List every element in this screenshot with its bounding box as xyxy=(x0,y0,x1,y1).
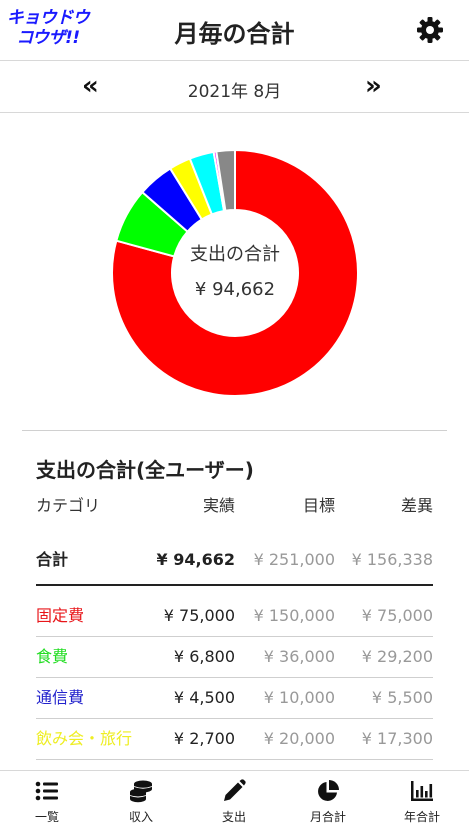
nav-label: 年合計 xyxy=(403,810,440,824)
logo-line-1: キョウドウ xyxy=(6,8,90,28)
table-row[interactable]: 通信費 ¥ 4,500 ¥ 10,000 ¥ 5,500 xyxy=(36,678,433,719)
app-header: キョウドウ コウザ!! 月毎の合計 xyxy=(0,0,469,61)
nav-label: 収入 xyxy=(128,810,153,824)
row-target: ¥ 20,000 xyxy=(263,729,335,748)
coins-icon xyxy=(129,780,153,803)
donut-slice-6[interactable] xyxy=(215,148,236,212)
row-category: 飲み会・旅行 xyxy=(36,729,133,748)
app-logo: キョウドウ コウザ!! xyxy=(6,8,90,48)
section-divider xyxy=(22,430,447,431)
nav-label: 支出 xyxy=(221,810,246,824)
row-diff: ¥ 75,000 xyxy=(361,606,433,625)
table-row[interactable]: 固定費 ¥ 75,000 ¥ 150,000 ¥ 75,000 xyxy=(36,596,433,637)
row-target: ¥ 10,000 xyxy=(263,688,335,707)
month-label: 2021年 8月 xyxy=(187,82,282,102)
bar-chart-icon xyxy=(411,781,433,801)
double-chevron-left-icon[interactable]: « xyxy=(82,71,99,101)
row-diff: ¥ 5,500 xyxy=(371,688,433,707)
row-category: 固定費 xyxy=(36,606,85,625)
row-target: ¥ 36,000 xyxy=(263,647,335,666)
table-row[interactable]: 飲み会・旅行 ¥ 2,700 ¥ 20,000 ¥ 17,300 xyxy=(36,719,433,760)
row-actual: ¥ 2,700 xyxy=(173,729,235,748)
summary-title: 支出の合計(全ユーザー) xyxy=(36,458,254,482)
row-actual: ¥ 6,800 xyxy=(173,647,235,666)
nav-item-yearly-total[interactable]: 年合計 xyxy=(387,771,457,826)
nav-item-expense[interactable]: 支出 xyxy=(199,771,269,826)
page-title: 月毎の合計 xyxy=(174,20,295,48)
pie-chart-icon xyxy=(318,780,339,801)
header-diff: 差異 xyxy=(400,496,433,515)
row-diff: ¥ 29,200 xyxy=(361,647,433,666)
row-target: ¥ 150,000 xyxy=(253,606,335,625)
nav-item-list[interactable]: 一覧 xyxy=(12,771,82,826)
expense-donut-chart: 支出の合計 ¥ 94,662 xyxy=(0,113,469,418)
double-chevron-right-icon[interactable]: » xyxy=(365,71,382,101)
row-gap xyxy=(36,586,433,596)
row-category: 食費 xyxy=(36,647,69,666)
gear-icon-graphic xyxy=(417,17,443,43)
nav-item-income[interactable]: 収入 xyxy=(106,771,176,826)
list-icon xyxy=(35,781,58,801)
table-header-row: カテゴリ 実績 目標 差異 xyxy=(36,490,433,530)
row-actual: ¥ 4,500 xyxy=(173,688,235,707)
header-actual: 実績 xyxy=(202,496,235,515)
total-label: 合計 xyxy=(36,550,69,569)
total-diff: ¥ 156,338 xyxy=(351,550,433,569)
total-target: ¥ 251,000 xyxy=(253,550,335,569)
logo-line-2: コウザ!! xyxy=(16,28,80,48)
nav-label: 一覧 xyxy=(34,810,59,824)
month-navigator: « 2021年 8月 » xyxy=(0,61,469,113)
header-category: カテゴリ xyxy=(36,496,101,515)
donut-center-value: ¥ 94,662 xyxy=(195,279,275,300)
row-category: 通信費 xyxy=(36,688,85,707)
row-diff: ¥ 17,300 xyxy=(361,729,433,748)
row-actual: ¥ 75,000 xyxy=(163,606,235,625)
nav-label: 月合計 xyxy=(309,810,346,824)
donut-svg: 支出の合計 ¥ 94,662 xyxy=(111,148,359,397)
bottom-navigation: 一覧 収入 支出 月合計 年合計 xyxy=(0,770,469,825)
header-target: 目標 xyxy=(302,496,335,515)
summary-table: カテゴリ 実績 目標 差異 合計 ¥ 94,662 ¥ 251,000 ¥ 15… xyxy=(36,490,433,801)
pencil-icon xyxy=(224,779,246,801)
table-row[interactable]: 食費 ¥ 6,800 ¥ 36,000 ¥ 29,200 xyxy=(36,637,433,678)
table-total-row: 合計 ¥ 94,662 ¥ 251,000 ¥ 156,338 xyxy=(36,538,433,586)
donut-center-title: 支出の合計 xyxy=(190,244,280,265)
total-actual: ¥ 94,662 xyxy=(156,550,235,569)
gear-icon[interactable] xyxy=(414,14,446,46)
nav-item-monthly-total[interactable]: 月合計 xyxy=(293,771,363,826)
donut-slice-0[interactable] xyxy=(111,148,359,397)
